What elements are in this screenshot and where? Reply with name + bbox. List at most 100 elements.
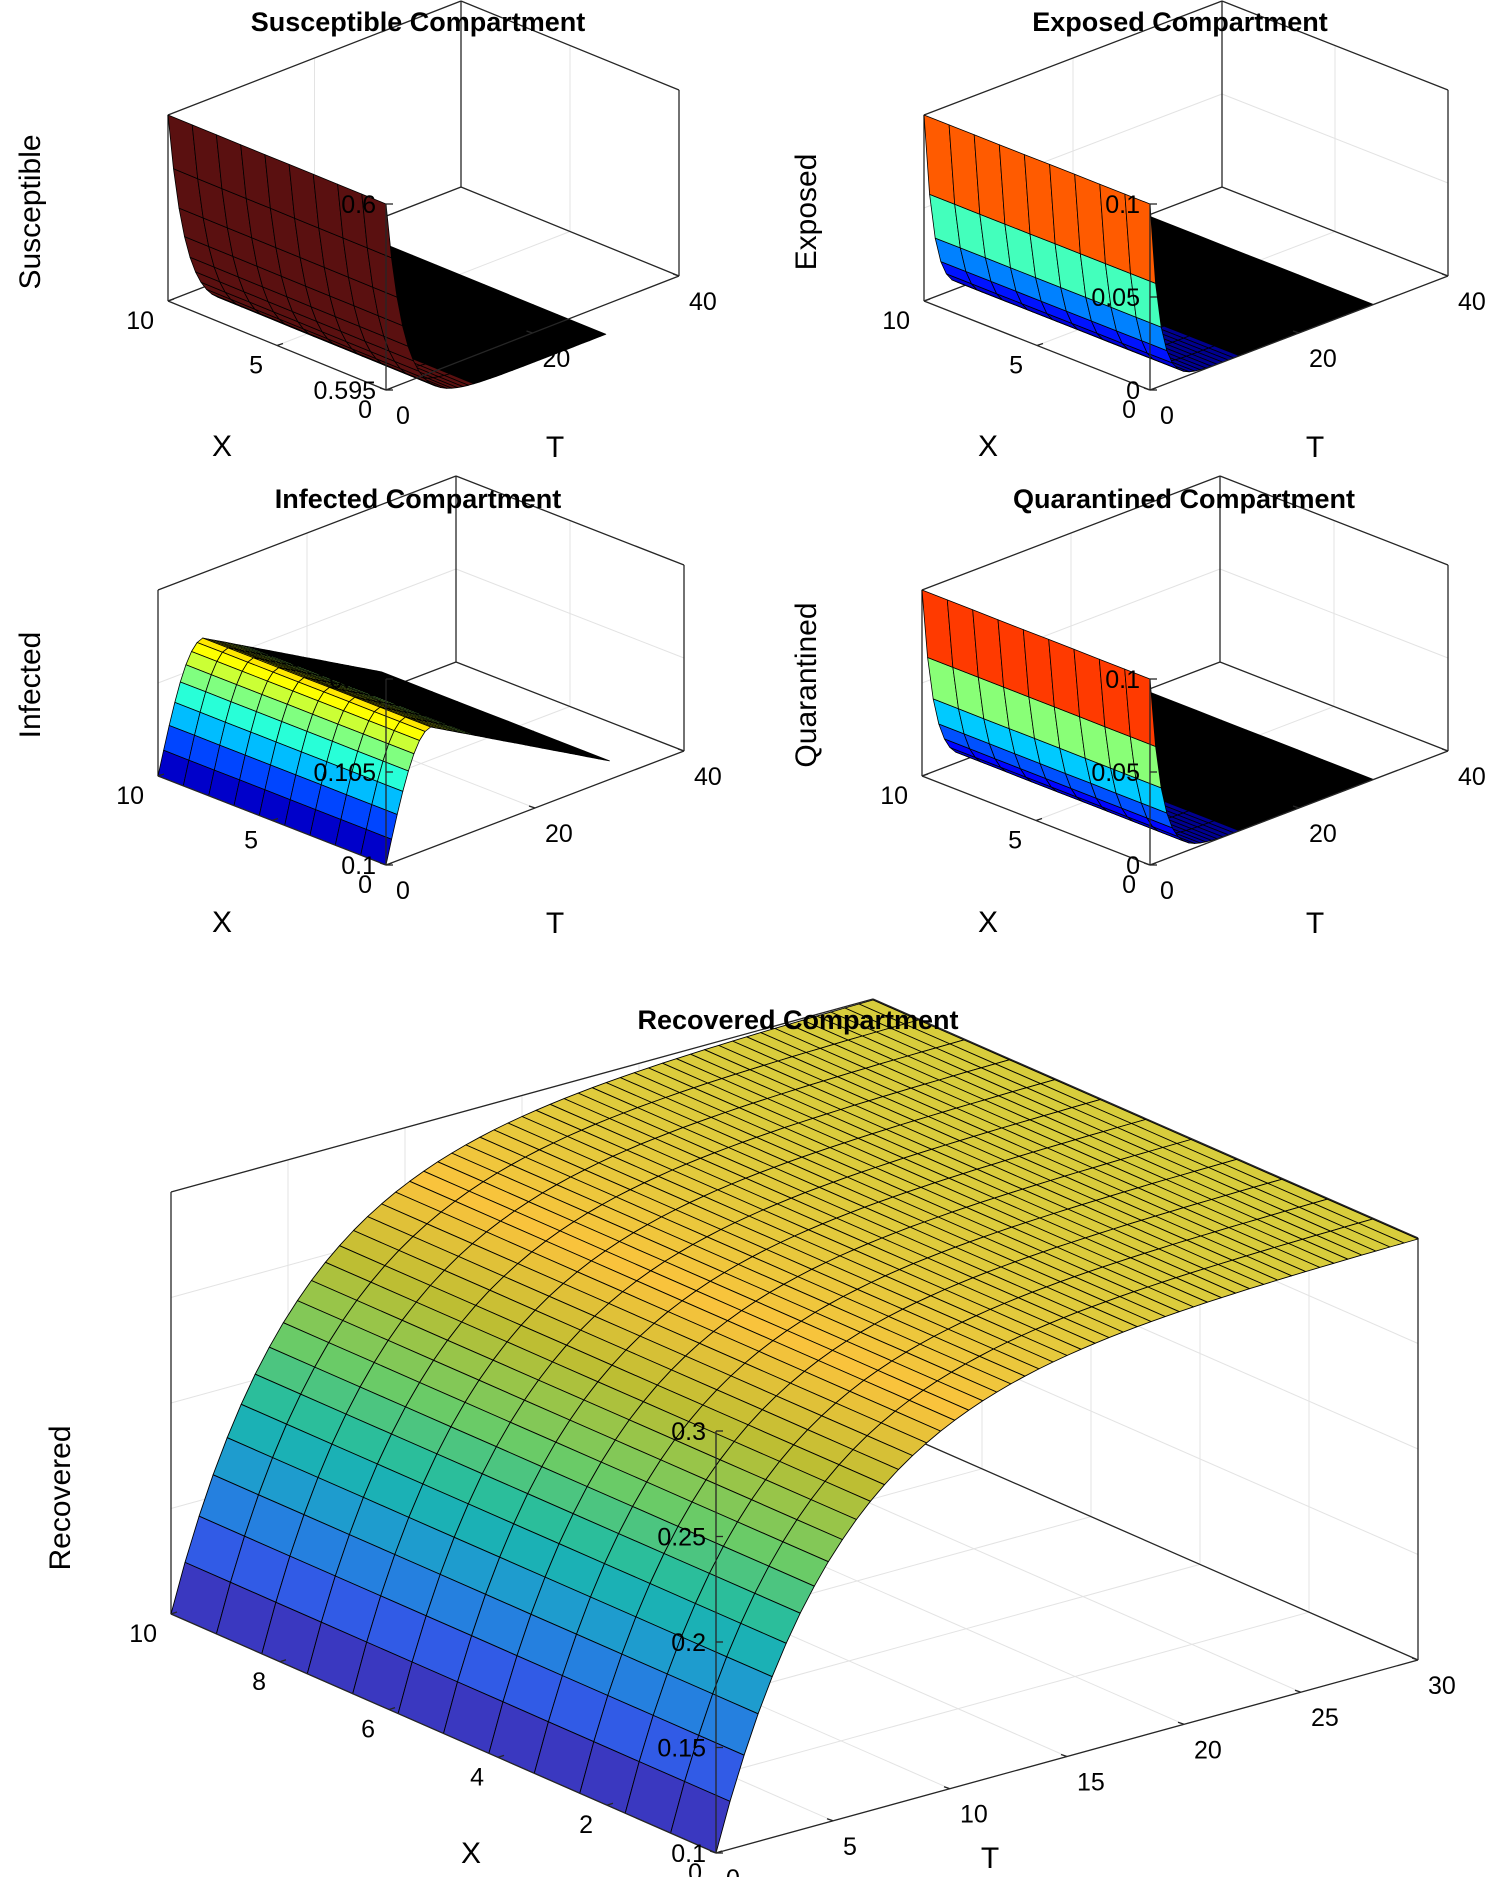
x-axis-label: X	[212, 906, 232, 939]
z-axis-label: Quarantined	[790, 602, 823, 767]
t-tick	[826, 1818, 834, 1822]
x-tick	[1035, 817, 1043, 822]
x-tick	[497, 1754, 505, 1759]
x-tick-label: 5	[244, 827, 258, 855]
x-tick	[385, 387, 393, 391]
x-tick	[170, 1611, 178, 1615]
t-tick-label: 0	[1160, 402, 1174, 430]
x-tick	[157, 773, 165, 777]
exposed-plot: 0 0.05 0.1 0 5 10 0 20 40 Exposed Compartment X T Ex…	[790, 0, 1486, 464]
x-tick-label: 10	[129, 1620, 157, 1648]
t-tick-label: 40	[1458, 288, 1486, 316]
box-edge	[1221, 0, 1449, 91]
x-tick	[276, 342, 284, 347]
t-tick-label: 20	[1309, 820, 1337, 848]
x-tick-label: 8	[252, 1668, 266, 1696]
t-tick-label: 20	[543, 345, 571, 373]
t-tick	[379, 862, 387, 866]
box-edge	[170, 998, 874, 1193]
t-tick-label: 20	[1309, 345, 1337, 373]
z-tick-label: 0.6	[341, 191, 376, 219]
z-axis-label: Infected	[14, 632, 47, 739]
x-tick	[388, 1706, 396, 1711]
t-tick	[1292, 805, 1300, 809]
surface-patch	[1124, 193, 1156, 284]
x-tick-label: 10	[880, 782, 908, 810]
z-tick-label: 0.05	[1091, 284, 1140, 312]
z-tick-label: 0.1	[671, 1840, 706, 1868]
t-tick-label: 5	[843, 1833, 857, 1861]
surface-patch	[361, 193, 392, 259]
t-tick-label: 0	[396, 877, 410, 905]
recovered-plot: 0.1 0.15 0.2 0.25 0.3 0 2 4 6 8 10 0 5 10 15 20 25 30 Reco…	[44, 998, 1456, 1877]
t-tick-label: 20	[545, 820, 573, 848]
t-tick	[1177, 1721, 1185, 1725]
t-axis-label: T	[546, 907, 564, 940]
box-edge	[455, 475, 685, 566]
z-tick-label: 0	[1126, 852, 1140, 880]
x-tick-label: 0	[358, 871, 372, 899]
box-edge	[1219, 661, 1449, 752]
x-tick-label: 5	[249, 352, 263, 380]
box-edge	[460, 0, 680, 91]
t-tick	[672, 273, 680, 277]
t-tick	[1060, 1753, 1068, 1758]
x-tick	[923, 298, 931, 302]
t-axis-label: T	[546, 431, 564, 464]
z-tick-label: 0.1	[1105, 666, 1140, 694]
t-tick-label: 40	[1458, 763, 1486, 791]
t-tick-label: 0	[396, 402, 410, 430]
chart-title: Susceptible Compartment	[251, 7, 586, 37]
x-tick	[385, 862, 393, 866]
x-axis-line	[170, 1613, 717, 1854]
t-tick	[528, 805, 536, 809]
t-tick	[1441, 748, 1449, 752]
x-tick	[1149, 387, 1157, 391]
z-tick-label: 0.105	[313, 759, 376, 787]
z-tick-label: 0	[1126, 377, 1140, 405]
x-tick-label: 0	[1122, 871, 1136, 899]
z-tick-label: 0.25	[657, 1524, 706, 1552]
t-tick	[1294, 1689, 1302, 1693]
z-axis-label: Exposed	[790, 154, 823, 271]
chart-title: Quarantined Compartment	[1013, 484, 1355, 514]
t-axis-label: T	[1306, 431, 1324, 464]
box-edge	[923, 0, 1223, 116]
x-axis-label: X	[978, 906, 998, 939]
x-tick-label: 0	[1122, 396, 1136, 424]
t-tick-label: 0	[726, 1865, 740, 1877]
t-tick	[1292, 330, 1300, 334]
box-edge	[157, 475, 457, 591]
x-tick-label: 2	[579, 1811, 593, 1839]
z-tick-label: 0.3	[671, 1418, 706, 1446]
box-edge	[872, 1420, 1419, 1661]
t-axis-label: T	[1306, 907, 1324, 940]
x-tick	[921, 773, 929, 777]
box-edge	[1219, 475, 1449, 566]
z-axis-label: Susceptible	[14, 134, 47, 289]
chart-title: Recovered Compartment	[637, 1005, 958, 1035]
t-tick	[677, 748, 685, 752]
t-tick-label: 10	[960, 1801, 988, 1829]
z-tick-label: 0.595	[313, 377, 376, 405]
infected-plot: 0.1 0.105 0.11 0 5 10 0 20 40 Infected Compartmen…	[14, 475, 722, 940]
t-axis-label: T	[981, 1842, 999, 1875]
x-tick	[279, 1659, 287, 1663]
quarantined-plot: 0 0.05 0.1 0 5 10 0 20 40 Quarantined Compartment…	[790, 475, 1486, 940]
t-tick	[1143, 387, 1151, 391]
x-tick	[715, 1850, 723, 1854]
x-axis-label: X	[978, 430, 998, 463]
z-tick-label: 0.1	[1105, 191, 1140, 219]
t-tick	[526, 330, 533, 334]
z-tick-label: 0.15	[657, 1735, 706, 1763]
z-tick-label: 0.1	[341, 852, 376, 880]
x-tick-label: 4	[470, 1763, 484, 1791]
surface-patch	[1124, 668, 1156, 747]
surface-patch	[167, 114, 199, 180]
t-tick-label: 0	[1160, 877, 1174, 905]
x-tick	[271, 817, 279, 822]
box-edge	[460, 186, 680, 277]
x-tick-label: 0	[688, 1859, 702, 1877]
x-tick-label: 0	[358, 396, 372, 424]
